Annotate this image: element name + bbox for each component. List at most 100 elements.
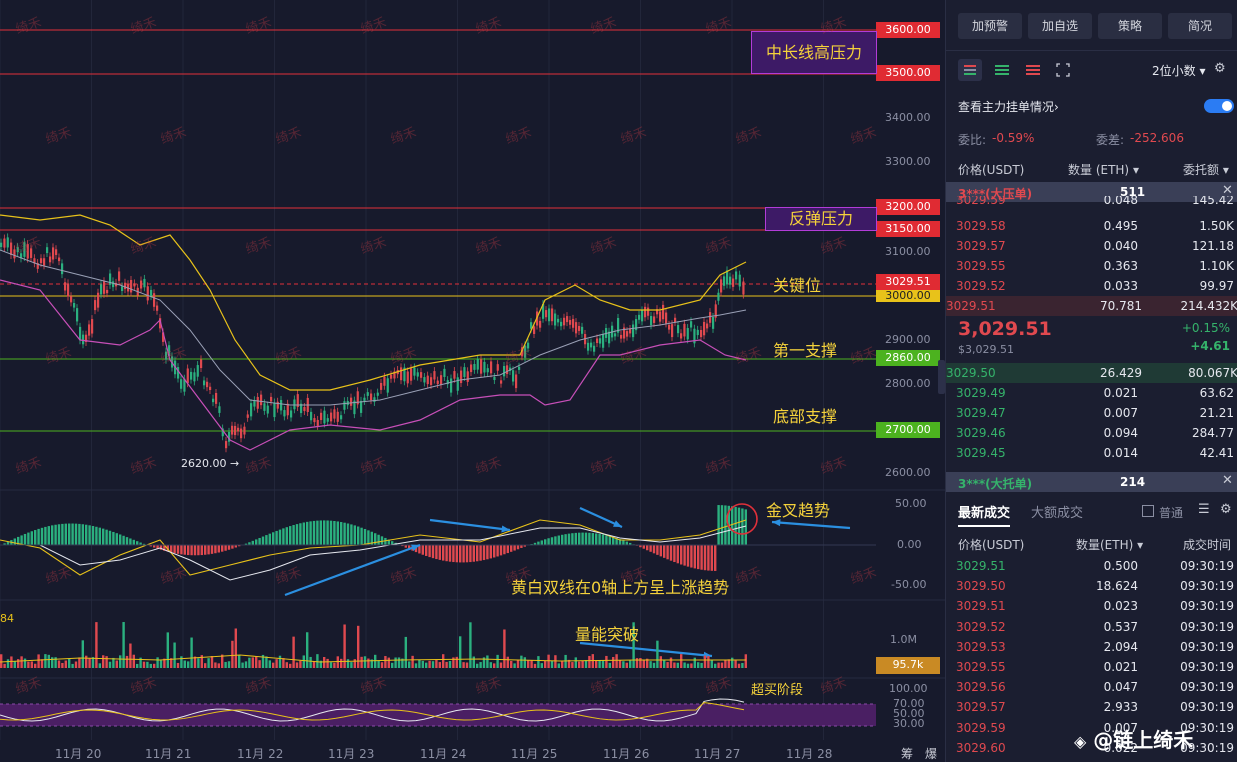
ask-row[interactable]: 3029.52 0.033 99.97 xyxy=(956,276,1234,296)
close-icon[interactable]: ✕ xyxy=(1222,183,1233,198)
volume-bar xyxy=(683,662,686,668)
candle-body xyxy=(557,318,560,323)
row-price: 3029.53 xyxy=(956,639,1006,654)
trade-row[interactable]: 3029.51 0.023 09:30:19 xyxy=(956,596,1234,616)
candle-body xyxy=(263,403,266,411)
bid-row[interactable]: 3029.46 0.094 284.77 xyxy=(956,423,1234,443)
chips-label[interactable]: 筹 xyxy=(901,747,914,761)
row-price: 3029.55 xyxy=(956,259,1006,273)
volume-bar xyxy=(289,663,292,668)
candle-body xyxy=(49,256,52,263)
macd-bar xyxy=(697,545,700,570)
macd-bar xyxy=(605,535,608,545)
volume-tag: 95.7k xyxy=(876,657,940,674)
close-icon[interactable]: ✕ xyxy=(1222,473,1233,488)
precision-select[interactable]: 2位小数 ▾ xyxy=(1152,64,1206,78)
main-orders-toggle[interactable] xyxy=(1204,99,1234,113)
ask-row[interactable]: 3029.57 0.040 121.18 xyxy=(956,236,1234,256)
big-bid-row[interactable]: 3***(大托单) 214 ✕ xyxy=(946,472,1237,492)
big-ask-row[interactable]: 3***(大压单) 511 ✕ xyxy=(946,182,1237,202)
macd-bar xyxy=(265,535,268,545)
row-qty: 18.624 xyxy=(1096,579,1138,594)
volume-bar xyxy=(462,662,465,668)
trade-header-qty[interactable]: 数量(ETH) ▾ xyxy=(1076,538,1144,552)
panel-collapse-handle[interactable] xyxy=(938,360,945,394)
add-watchlist-button[interactable]: 加自选 xyxy=(1028,13,1092,39)
candle-body xyxy=(196,365,199,377)
macd-bar xyxy=(680,545,683,565)
kline-chart[interactable]: 3600.00 3500.00 3200.00 3150.00 3029.51 … xyxy=(0,0,945,762)
ask-row[interactable]: 3029.59 0.048 145.42 xyxy=(956,196,1234,206)
ask-row[interactable]: 3029.58 0.495 1.50K xyxy=(956,216,1234,236)
candle-body xyxy=(599,338,602,344)
settings-icon[interactable]: ⚙ xyxy=(1220,502,1232,517)
long-pressure-box: 中长线高压力 xyxy=(751,31,877,74)
bid-row[interactable]: 3029.47 0.007 21.21 xyxy=(956,403,1234,423)
bottom-support-note: 底部支撑 xyxy=(773,407,838,426)
liquidation-label[interactable]: 爆 xyxy=(925,747,938,761)
settings-icon[interactable]: ⚙ xyxy=(1214,61,1226,76)
add-alert-button[interactable]: 加预警 xyxy=(958,13,1022,39)
trade-row[interactable]: 3029.59 0.007 09:30:19 xyxy=(956,718,1234,738)
volume-bar xyxy=(601,660,605,668)
volume-bar xyxy=(574,657,577,668)
macd-bar xyxy=(561,534,564,545)
view-bids-icon[interactable] xyxy=(991,59,1013,81)
macd-bar xyxy=(537,541,540,545)
normal-checkbox[interactable] xyxy=(1142,505,1154,517)
trade-row[interactable]: 3029.56 0.047 09:30:19 xyxy=(956,677,1234,697)
row-qty: 0.363 xyxy=(1103,259,1138,273)
ask-row[interactable]: 3029.55 0.363 1.10K xyxy=(956,256,1234,276)
ask-row[interactable]: 3029.51 70.781 214.432K xyxy=(946,296,1237,316)
bid-row[interactable]: 3029.49 0.021 63.62 xyxy=(956,383,1234,403)
row-price: 3029.50 xyxy=(946,366,996,380)
candle-body xyxy=(253,400,256,407)
expand-icon[interactable] xyxy=(1052,59,1074,81)
trade-row[interactable]: 3029.53 2.094 09:30:19 xyxy=(956,637,1234,657)
tab-latest-trades[interactable]: 最新成交 xyxy=(958,502,1011,527)
trade-row[interactable]: 3029.60 0.022 09:30:19 xyxy=(956,738,1234,758)
tab-large-trades[interactable]: 大额成交 xyxy=(1031,506,1084,521)
volume-bar xyxy=(374,654,377,668)
overview-button[interactable]: 简况 xyxy=(1168,13,1232,39)
header-amount[interactable]: 委托额 ▾ xyxy=(1183,163,1229,177)
volume-bar xyxy=(489,662,492,668)
volume-bar xyxy=(34,663,37,668)
header-qty[interactable]: 数量 (ETH) ▾ xyxy=(1068,163,1139,177)
view-asks-icon[interactable] xyxy=(1022,59,1044,81)
volume-bar xyxy=(207,658,210,668)
bid-row[interactable]: 3029.45 0.014 42.41 xyxy=(956,443,1234,463)
macd-bar xyxy=(204,545,207,555)
row-time: 09:30:19 xyxy=(1180,639,1234,654)
candle-body xyxy=(165,351,168,360)
main-orders-link[interactable]: 查看主力挂单情况› xyxy=(958,100,1059,114)
trade-row[interactable]: 3029.52 0.537 09:30:19 xyxy=(956,617,1234,637)
axis-label: 3400.00 xyxy=(885,111,931,124)
strategy-button[interactable]: 策略 xyxy=(1098,13,1162,39)
macd-bar xyxy=(268,533,271,545)
macd-bar xyxy=(425,545,428,556)
trade-row[interactable]: 3029.50 18.624 09:30:19 xyxy=(956,576,1234,596)
candle-body xyxy=(82,334,85,345)
trade-row[interactable]: 3029.57 2.933 09:30:19 xyxy=(956,697,1234,717)
macd-bar xyxy=(81,524,84,545)
row-amount: 21.21 xyxy=(1199,406,1234,420)
filter-icon[interactable]: ☰ xyxy=(1198,502,1210,517)
macd-bar xyxy=(554,536,557,545)
row-qty: 0.048 xyxy=(1103,196,1138,206)
volume-bar xyxy=(149,663,152,668)
trade-row[interactable]: 3029.55 0.021 09:30:19 xyxy=(956,657,1234,677)
macd-bar xyxy=(724,505,727,545)
macd-bar xyxy=(737,507,741,545)
candle-body xyxy=(515,374,518,389)
macd-bar xyxy=(340,522,343,545)
trade-row[interactable]: 3029.51 0.500 09:30:19 xyxy=(956,556,1234,576)
volume-bar xyxy=(510,660,513,668)
view-both-icon[interactable] xyxy=(958,59,982,81)
macd-bar xyxy=(343,522,346,545)
volume-bar xyxy=(465,662,469,668)
macd-bar xyxy=(261,536,265,545)
volume-bar xyxy=(333,662,336,668)
bid-row[interactable]: 3029.50 26.429 80.067K xyxy=(946,363,1237,383)
row-qty: 0.021 xyxy=(1103,386,1138,400)
